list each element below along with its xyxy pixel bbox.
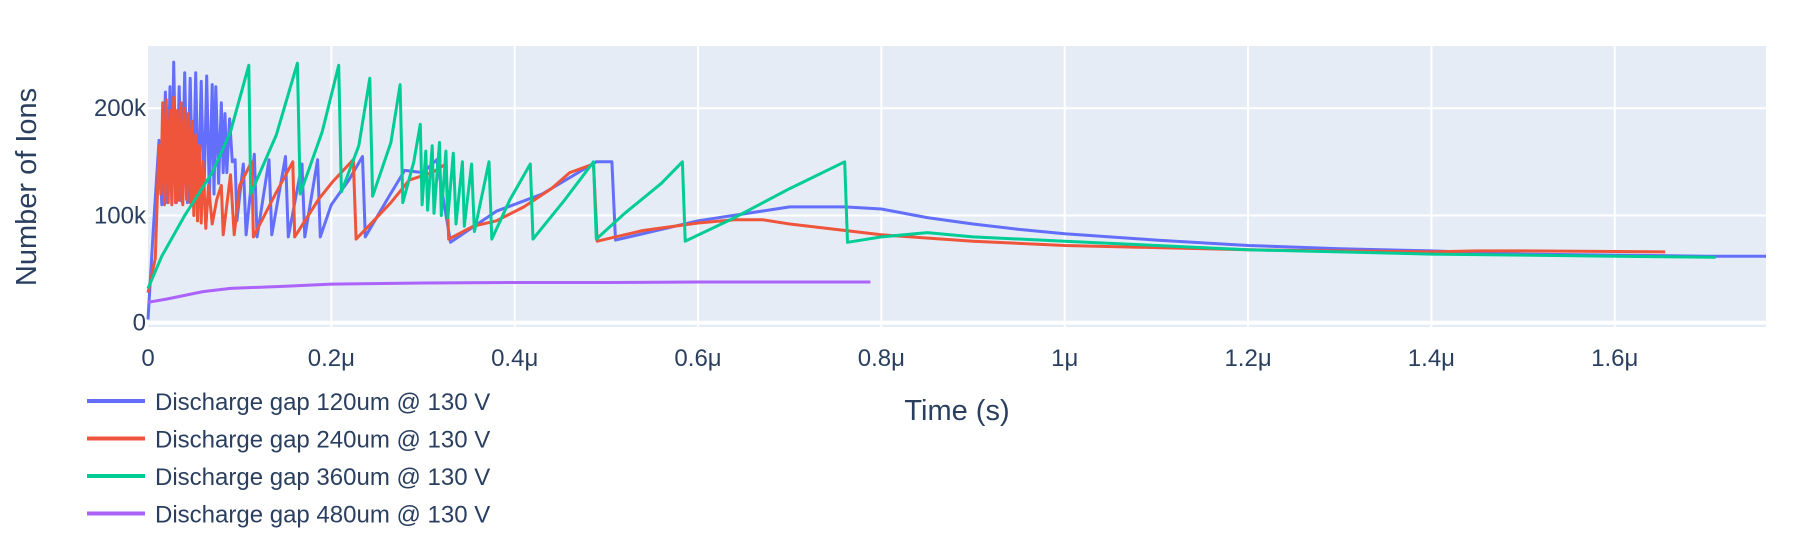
x-tick-label: 0 <box>141 345 154 372</box>
x-axis-title: Time (s) <box>904 395 1009 427</box>
x-tick-label: 0.6μ <box>674 345 721 372</box>
legend-label: Discharge gap 120um @ 130 V <box>155 389 490 416</box>
legend-item[interactable]: Discharge gap 480um @ 130 V <box>87 502 490 529</box>
y-tick-label: 200k <box>94 95 147 122</box>
x-tick-labels: 0 0.2μ 0.4μ 0.6μ 0.8μ 1μ 1.2μ 1.4μ 1.6μ <box>141 345 1638 372</box>
legend-item[interactable]: Discharge gap 240um @ 130 V <box>87 427 490 454</box>
x-tick-label: 0.2μ <box>308 345 355 372</box>
x-tick-label: 1.2μ <box>1224 345 1271 372</box>
x-tick-label: 0.8μ <box>858 345 905 372</box>
plot-background <box>148 46 1766 327</box>
legend-item[interactable]: Discharge gap 360um @ 130 V <box>87 464 490 491</box>
y-tick-labels: 0 100k 200k <box>94 95 147 337</box>
legend-item[interactable]: Discharge gap 120um @ 130 V <box>87 389 490 416</box>
x-tick-label: 1μ <box>1051 345 1078 372</box>
y-axis-title: Number of Ions <box>11 88 43 286</box>
x-tick-label: 1.6μ <box>1591 345 1638 372</box>
grid-lines <box>148 46 1766 327</box>
series-line-3 <box>146 61 1716 289</box>
x-tick-label: 1.4μ <box>1408 345 1455 372</box>
y-tick-label: 100k <box>94 202 147 229</box>
series-line-4 <box>147 280 871 304</box>
legend-label: Discharge gap 360um @ 130 V <box>155 464 490 491</box>
series-lines <box>146 60 1766 320</box>
legend-label: Discharge gap 480um @ 130 V <box>155 502 490 529</box>
y-tick-label: 0 <box>133 310 146 337</box>
x-tick-label: 0.4μ <box>491 345 538 372</box>
legend[interactable]: Discharge gap 120um @ 130 V Discharge gap… <box>87 389 490 529</box>
legend-label: Discharge gap 240um @ 130 V <box>155 427 490 454</box>
